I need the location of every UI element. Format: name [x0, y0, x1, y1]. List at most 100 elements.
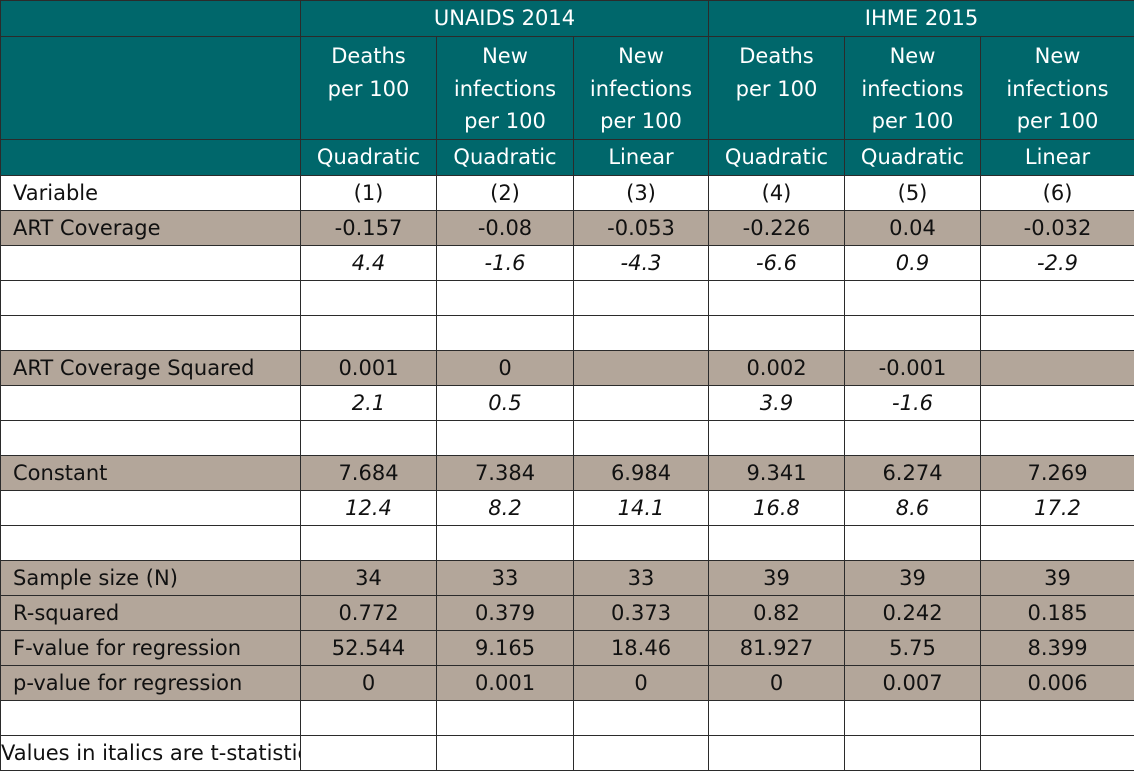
table-cell	[573, 420, 709, 456]
column-number-row: Variable (1) (2) (3) (4) (5) (6)	[0, 175, 1134, 211]
table-row: Constant 7.684 7.384 6.984 9.341 6.274 7.269	[0, 455, 1134, 491]
table-cell	[573, 700, 709, 736]
table-row: Sample size (N) 34 33 33 39 39 39	[0, 560, 1134, 596]
measure-header-line: per 100	[464, 109, 546, 133]
table-cell: 33	[573, 560, 709, 596]
model-type-cell: Quadratic	[436, 139, 574, 176]
group-header-ihme: IHME 2015	[707, 0, 1134, 37]
measure-header-line: Deaths	[331, 44, 406, 68]
table-cell: 18.46	[573, 630, 709, 666]
table-cell: -0.001	[844, 350, 981, 386]
table-cell: 4.4	[300, 245, 437, 281]
column-number-cell: (2)	[436, 175, 574, 211]
table-cell	[844, 315, 981, 351]
table-cell: 8.2	[436, 490, 574, 526]
table-cell	[979, 420, 1134, 456]
table-cell	[300, 315, 437, 351]
column-number-cell: (5)	[844, 175, 981, 211]
row-label	[0, 385, 301, 421]
table-cell: 9.165	[436, 630, 574, 666]
table-cell: 0.006	[979, 665, 1134, 701]
column-number-cell: (4)	[708, 175, 845, 211]
footnote-row: Values in italics are t-statistics	[0, 735, 1134, 771]
measure-header-cell: New infections per 100	[979, 36, 1134, 140]
table-cell	[300, 700, 437, 736]
table-row: 4.4 -1.6 -4.3 -6.6 0.9 -2.9	[0, 245, 1134, 281]
table-cell	[708, 735, 845, 771]
measure-header-line: per 100	[1016, 109, 1099, 133]
group-header-row: UNAIDS 2014 IHME 2015	[0, 0, 1134, 37]
table-cell	[844, 280, 981, 316]
measure-header-row: Deaths per 100 New infections per 100 New infe…	[0, 36, 1134, 140]
measure-header-text: Deaths per 100	[710, 38, 844, 106]
table-cell	[708, 280, 845, 316]
table-row	[0, 420, 1134, 456]
table-cell: 0.007	[844, 665, 981, 701]
measure-header-text: New infections per 100	[982, 38, 1134, 138]
table-cell: 0.001	[436, 665, 574, 701]
table-cell: -1.6	[436, 245, 574, 281]
measure-header-line: infections	[453, 76, 557, 101]
variable-header: Variable	[0, 175, 301, 211]
table-cell: 12.4	[300, 490, 437, 526]
table-cell: -0.157	[300, 210, 437, 246]
row-label	[0, 490, 301, 526]
model-type-cell: Quadratic	[708, 139, 845, 176]
table-cell: 0.379	[436, 595, 574, 631]
measure-header-line: New	[1034, 44, 1081, 68]
table-cell: 34	[300, 560, 437, 596]
table-cell	[979, 280, 1134, 316]
table-cell	[844, 525, 981, 561]
measure-header-line: infections	[861, 76, 964, 101]
measure-header-line: per 100	[600, 109, 682, 133]
table-cell: 8.399	[979, 630, 1134, 666]
table-cell	[436, 280, 574, 316]
table-cell: 0.001	[300, 350, 437, 386]
table-cell: 7.684	[300, 455, 437, 491]
table-cell: -0.08	[436, 210, 574, 246]
table-cell	[573, 280, 709, 316]
table-cell: 0.185	[979, 595, 1134, 631]
measure-header-cell: New infections per 100	[436, 36, 574, 140]
table-row: R-squared 0.772 0.379 0.373 0.82 0.242 0.185	[0, 595, 1134, 631]
row-label	[0, 420, 301, 456]
measure-header-text: New infections per 100	[438, 38, 573, 138]
corner-cell	[0, 0, 301, 37]
table-cell: 39	[844, 560, 981, 596]
table-cell: 7.269	[979, 455, 1134, 491]
table-cell	[573, 735, 709, 771]
table-cell	[573, 315, 709, 351]
row-label	[0, 315, 301, 351]
table-cell: 0.772	[300, 595, 437, 631]
measure-header-text: New infections per 100	[575, 38, 708, 138]
table-row: 12.4 8.2 14.1 16.8 8.6 17.2	[0, 490, 1134, 526]
table-row	[0, 525, 1134, 561]
table-cell	[436, 525, 574, 561]
table-cell: 0	[436, 350, 574, 386]
table-cell: 33	[436, 560, 574, 596]
row-label: Sample size (N)	[0, 560, 301, 596]
group-header-unaids: UNAIDS 2014	[300, 0, 709, 37]
measure-header-line: New	[482, 44, 528, 68]
table-cell: 0.002	[708, 350, 845, 386]
table-cell: 0	[573, 665, 709, 701]
measure-header-line: per 100	[871, 109, 954, 133]
measure-header-cell: New infections per 100	[844, 36, 981, 140]
table-cell: 17.2	[979, 490, 1134, 526]
table-cell	[436, 315, 574, 351]
table-cell: 3.9	[708, 385, 845, 421]
row-label: Constant	[0, 455, 301, 491]
table-cell: 6.984	[573, 455, 709, 491]
measure-header-cell: Deaths per 100	[708, 36, 845, 140]
table-cell: 0.5	[436, 385, 574, 421]
measure-header-line: infections	[589, 76, 693, 101]
table-cell: -4.3	[573, 245, 709, 281]
table-cell	[844, 735, 981, 771]
table-cell	[436, 420, 574, 456]
measure-header-line: New	[618, 44, 664, 68]
measure-header-line: Deaths	[739, 44, 814, 68]
table-cell: 7.384	[436, 455, 574, 491]
table-cell	[708, 420, 845, 456]
table-cell: 0.373	[573, 595, 709, 631]
